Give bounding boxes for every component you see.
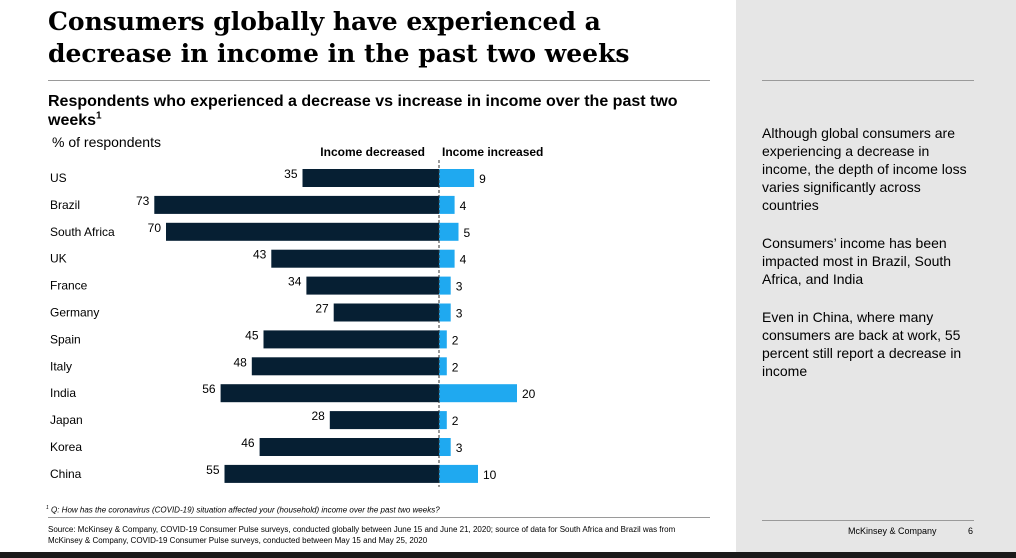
sidebar-notes: Although global consumers are experienci…	[762, 124, 974, 400]
country-label-south-africa: South Africa	[50, 225, 115, 239]
brand-name: McKinsey & Company	[848, 526, 937, 536]
country-label-china: China	[50, 467, 82, 481]
country-label-korea: Korea	[50, 440, 82, 454]
sidebar-panel	[736, 0, 1016, 558]
value-label-decreased-us: 35	[284, 167, 298, 181]
value-label-increased-china: 10	[483, 468, 497, 482]
value-label-decreased-brazil: 73	[136, 194, 150, 208]
value-label-decreased-china: 55	[206, 463, 220, 477]
value-label-increased-south-africa: 5	[464, 226, 471, 240]
value-label-increased-germany: 3	[456, 307, 463, 321]
country-label-us: US	[50, 171, 67, 185]
value-label-increased-japan: 2	[452, 414, 459, 428]
value-label-decreased-india: 56	[202, 382, 216, 396]
country-label-germany: Germany	[50, 306, 99, 320]
sidebar-note: Although global consumers are experienci…	[762, 125, 967, 213]
bar-decreased-india	[220, 384, 439, 403]
value-label-increased-india: 20	[522, 387, 536, 401]
footnote-mark: 1	[46, 505, 49, 511]
value-label-increased-italy: 2	[452, 360, 459, 374]
bar-increased-india	[439, 384, 517, 403]
bar-increased-uk	[439, 249, 455, 268]
sidebar-note: Consumers’ income has been impacted most…	[762, 235, 952, 287]
value-label-decreased-italy: 48	[233, 355, 247, 369]
value-label-increased-brazil: 4	[460, 199, 467, 213]
bar-increased-korea	[439, 438, 451, 456]
bar-increased-spain	[439, 330, 447, 349]
bar-decreased-italy	[251, 357, 439, 376]
value-label-decreased-spain: 45	[245, 328, 259, 342]
chart-subtitle-text: Respondents who experienced a decrease v…	[48, 93, 678, 129]
footer-divider	[48, 517, 710, 518]
legend-income-increased: Income increased	[442, 145, 543, 159]
value-label-decreased-france: 34	[288, 275, 302, 289]
bar-increased-germany	[439, 303, 451, 322]
country-label-japan: Japan	[50, 413, 83, 427]
value-label-increased-us: 9	[479, 172, 486, 186]
value-label-decreased-south-africa: 70	[148, 221, 162, 235]
bar-decreased-uk	[271, 249, 439, 268]
bar-increased-france	[439, 276, 451, 295]
bar-decreased-japan	[329, 411, 439, 430]
sidebar-note: Even in China, where many consumers are …	[762, 309, 962, 379]
bar-decreased-germany	[333, 303, 439, 322]
value-label-decreased-uk: 43	[253, 248, 267, 262]
footnote: 1 Q: How has the coronavirus (COVID-19) …	[46, 505, 440, 515]
subtitle-footnote-mark: 1	[96, 110, 102, 122]
bar-increased-italy	[439, 357, 447, 376]
bar-increased-japan	[439, 411, 447, 430]
bar-increased-brazil	[439, 195, 455, 214]
value-label-increased-korea: 3	[456, 441, 463, 455]
footnote-text: Q: How has the coronavirus (COVID-19) si…	[51, 505, 440, 515]
page-title: Consumers globally have experienced a de…	[48, 7, 630, 68]
bar-increased-us	[439, 169, 475, 187]
bottom-edge-bar	[0, 552, 1016, 558]
chart-subtitle: Respondents who experienced a decrease v…	[48, 92, 708, 130]
country-label-spain: Spain	[50, 332, 81, 346]
country-label-uk: UK	[50, 252, 67, 266]
main-panel: Consumers globally have experienced a de…	[46, 7, 710, 545]
bar-decreased-china	[224, 464, 439, 483]
bar-decreased-france	[306, 276, 439, 295]
country-label-france: France	[50, 279, 88, 293]
value-label-decreased-germany: 27	[315, 302, 329, 316]
title-divider	[48, 80, 710, 81]
bar-decreased-south-africa	[166, 222, 439, 241]
bar-increased-china	[439, 464, 478, 483]
country-label-italy: Italy	[50, 359, 72, 373]
value-label-increased-france: 3	[456, 280, 463, 294]
value-label-decreased-japan: 28	[311, 409, 325, 423]
country-label-brazil: Brazil	[50, 198, 80, 212]
sidebar-bottom-divider	[762, 520, 974, 521]
page-number: 6	[968, 526, 974, 536]
value-label-increased-spain: 2	[452, 333, 459, 347]
legend-income-decreased: Income decreased	[320, 145, 425, 159]
source-note: Source: McKinsey & Company, COVID-19 Con…	[48, 525, 676, 545]
unit-label: % of respondents	[52, 134, 161, 150]
bar-increased-south-africa	[439, 222, 459, 241]
value-label-increased-uk: 4	[460, 253, 467, 267]
value-label-decreased-korea: 46	[241, 436, 255, 450]
bar-decreased-korea	[259, 438, 439, 456]
bar-decreased-us	[302, 169, 439, 187]
bar-decreased-spain	[263, 330, 439, 349]
country-label-india: India	[50, 386, 76, 400]
bar-decreased-brazil	[154, 195, 440, 214]
sidebar-top-divider	[762, 80, 974, 81]
